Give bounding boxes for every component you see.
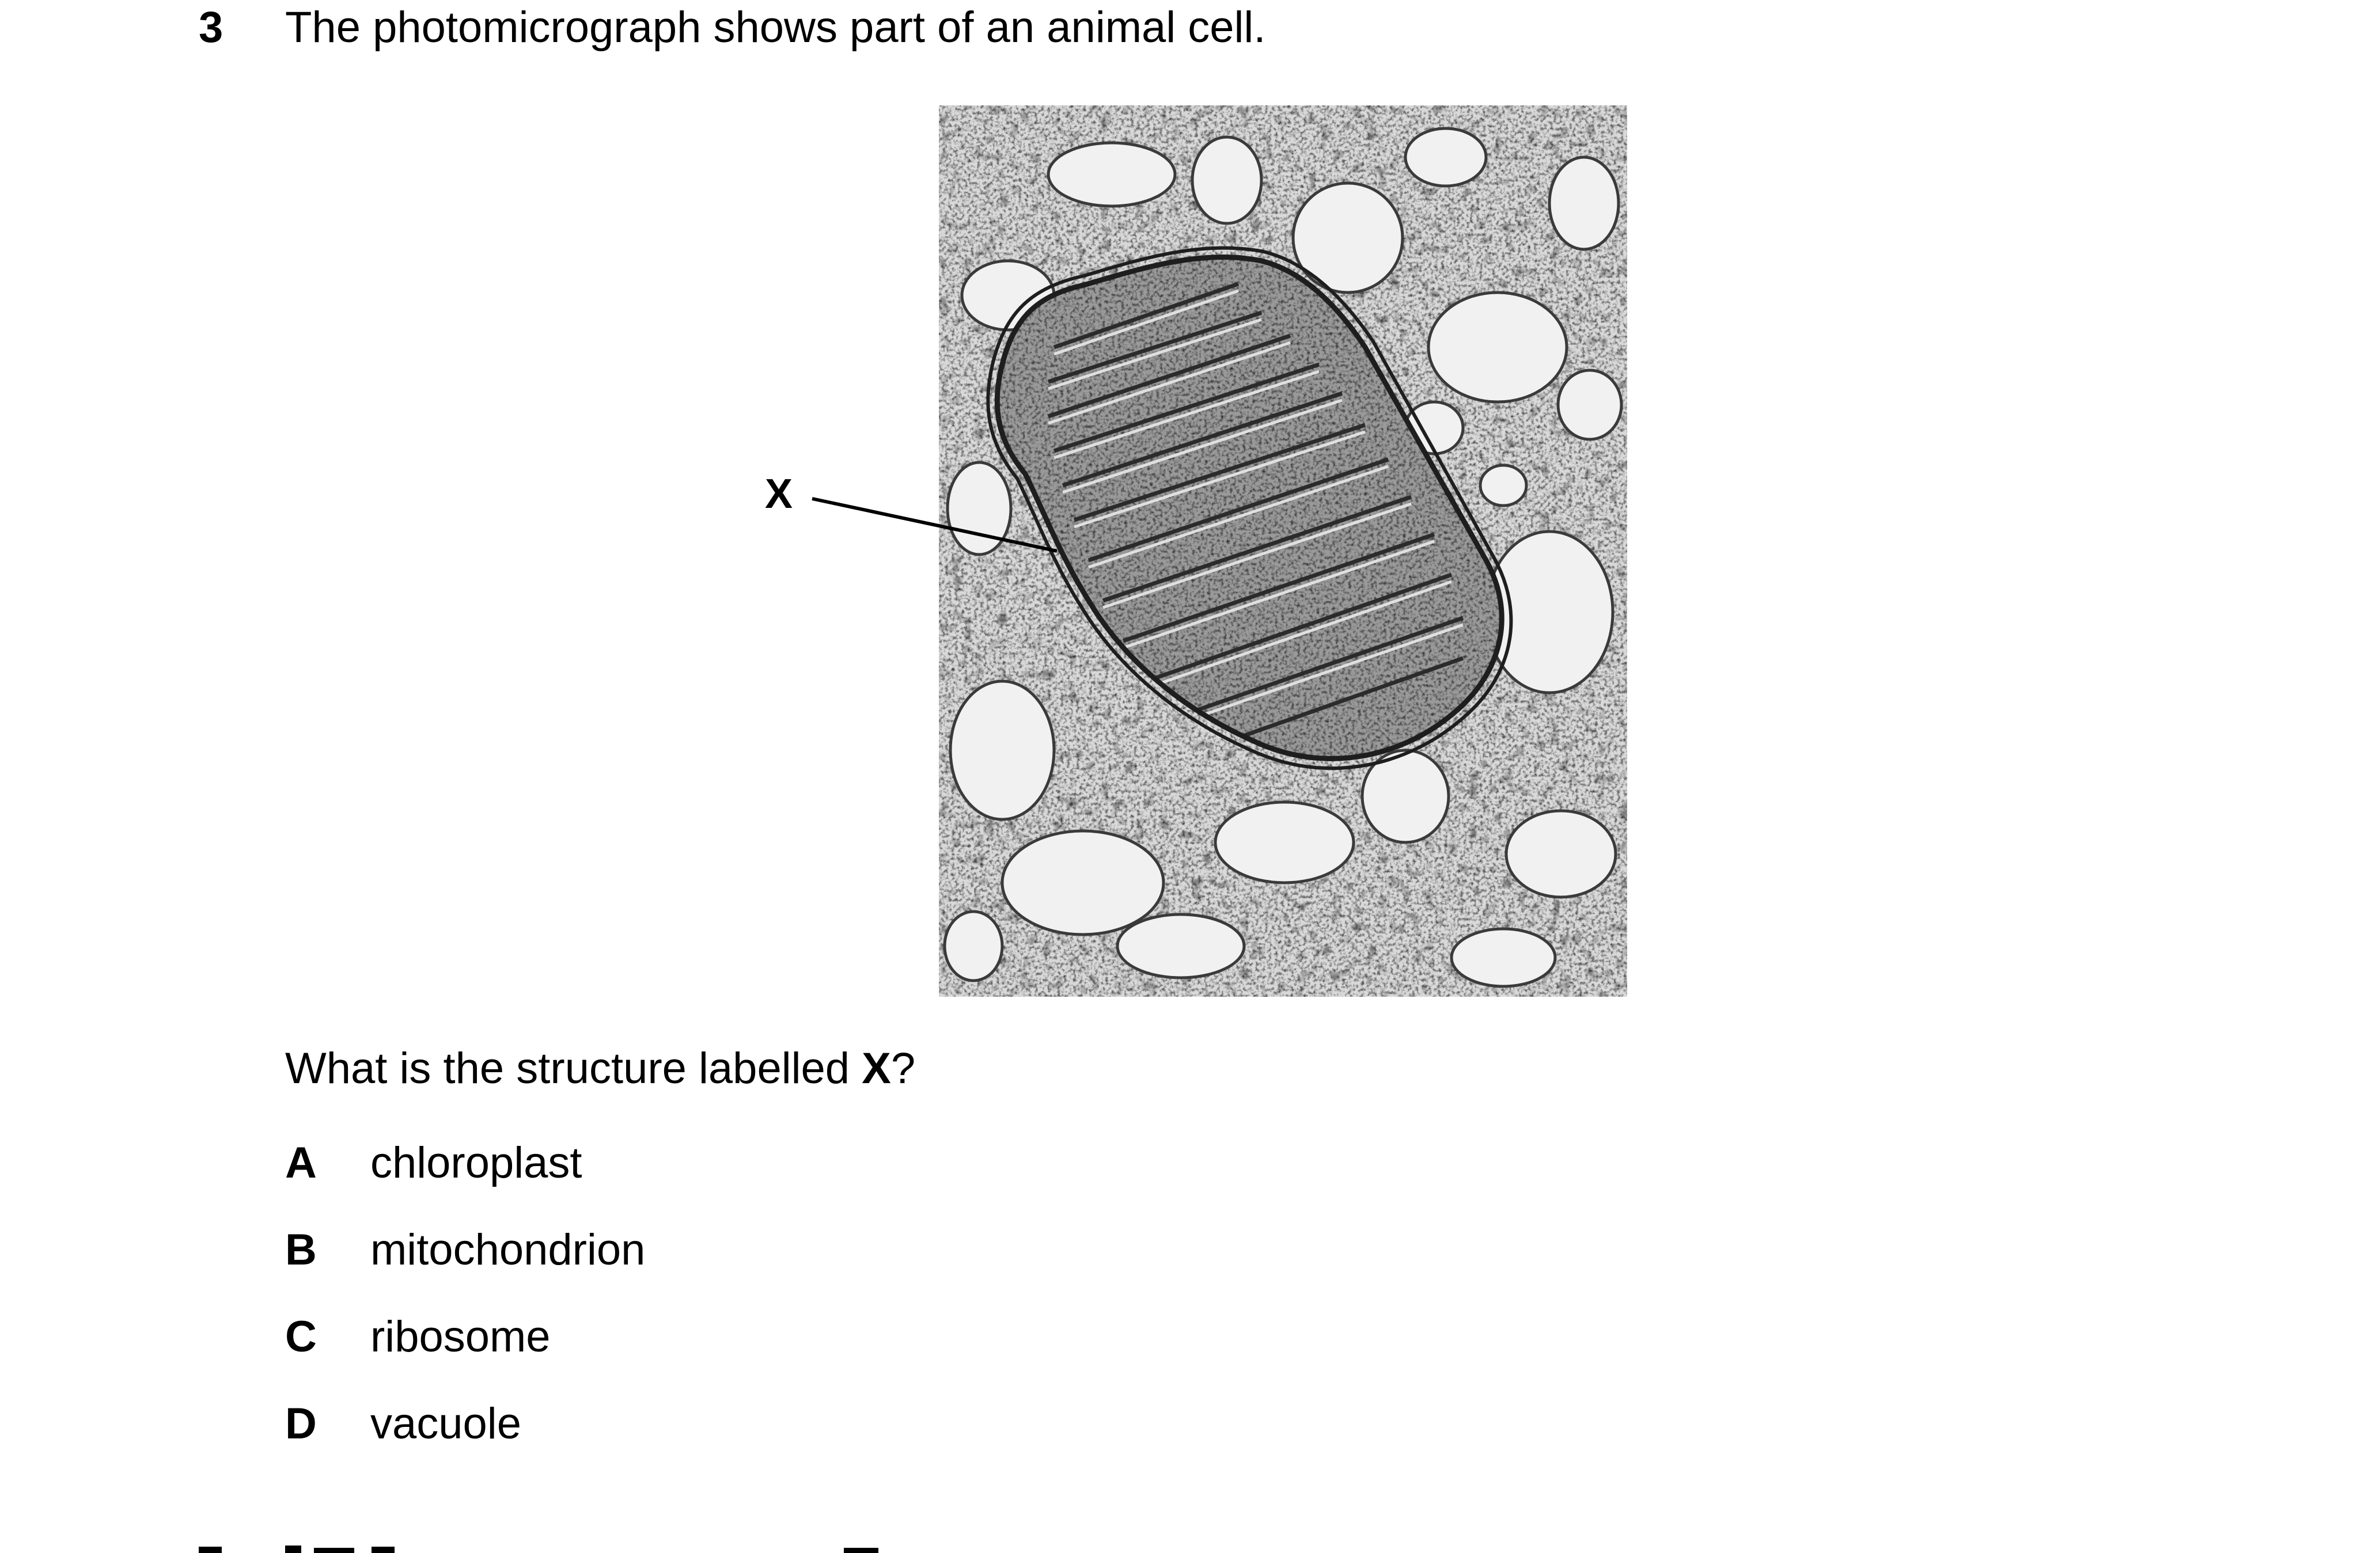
question-stem: The photomicrograph shows part of an ani… bbox=[285, 3, 1266, 52]
structure-label-x: X bbox=[765, 471, 793, 517]
question-number: 3 bbox=[199, 3, 223, 52]
option-letter: A bbox=[285, 1138, 317, 1187]
option-text: ribosome bbox=[370, 1312, 551, 1361]
option-text: mitochondrion bbox=[370, 1225, 646, 1274]
question-prompt: What is the structure labelled X? bbox=[285, 1044, 916, 1093]
option-text: chloroplast bbox=[370, 1138, 582, 1187]
option-text: vacuole bbox=[370, 1399, 521, 1448]
photomicrograph bbox=[939, 105, 1627, 997]
option-letter: D bbox=[285, 1399, 317, 1448]
option-letter: C bbox=[285, 1312, 317, 1361]
option-letter: B bbox=[285, 1225, 317, 1274]
next-question-cutoff bbox=[199, 1539, 1236, 1553]
